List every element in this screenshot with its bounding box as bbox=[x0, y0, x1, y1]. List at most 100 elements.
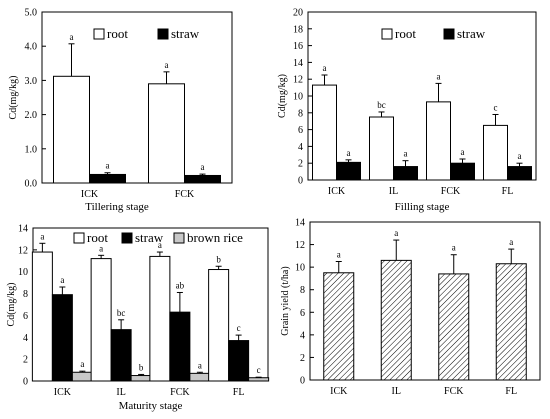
x-tick-label: FCK bbox=[175, 189, 195, 200]
legend-swatch bbox=[121, 232, 133, 244]
bar-straw-fck bbox=[184, 174, 221, 184]
y-tick-label: 14 bbox=[295, 218, 305, 229]
chart-panel-2: 0 2 4 6 8 10 12 14 16 18 20 Cd(mg/kg) ICK a a IL bc a FCK a… bbox=[277, 8, 537, 213]
bar-yield-fl bbox=[495, 263, 527, 381]
legend-swatch bbox=[73, 232, 85, 244]
significance-label: a bbox=[40, 231, 44, 241]
y-axis-label: Cd(mg/kg) bbox=[8, 76, 19, 120]
y-tick-label: 10 bbox=[18, 267, 28, 278]
y-tick-label: 0.0 bbox=[25, 179, 38, 190]
x-tick-label: FCK bbox=[444, 386, 464, 397]
bar-root-fl bbox=[208, 269, 230, 382]
significance-label: a bbox=[201, 162, 205, 172]
bar-root-fl bbox=[483, 124, 508, 181]
significance-label: b bbox=[216, 254, 221, 264]
significance-label: a bbox=[518, 151, 522, 161]
y-tick-label: 16 bbox=[293, 41, 303, 52]
bar-yield-il bbox=[380, 259, 412, 381]
y-tick-label: 4.0 bbox=[25, 42, 38, 53]
x-axis-title: Filling stage bbox=[395, 201, 450, 213]
y-axis-label: Grain yield (t/ha) bbox=[280, 266, 291, 335]
plot-frame bbox=[41, 11, 233, 184]
legend-swatch bbox=[173, 232, 185, 244]
bar-root-fck bbox=[149, 255, 171, 382]
significance-label: a bbox=[99, 243, 103, 253]
chart-panel-4: 0 2 4 6 8 10 12 14 Grain yield (t/ha) ICK a IL a FCK a… bbox=[280, 218, 541, 397]
bar-brown-rice-fck bbox=[189, 372, 211, 382]
significance-label: ab bbox=[176, 280, 185, 290]
y-tick-label: 20 bbox=[293, 8, 303, 19]
bar-straw-il bbox=[393, 166, 418, 181]
significance-label: a bbox=[509, 237, 513, 247]
significance-label: a bbox=[60, 275, 64, 285]
y-tick-label: 8 bbox=[300, 285, 305, 296]
y-tick-label: 0 bbox=[300, 376, 305, 387]
bar-yield-fck bbox=[438, 273, 470, 381]
y-axis-label: Cd(mg/kg) bbox=[277, 74, 288, 118]
x-tick-label: ICK bbox=[330, 386, 348, 397]
significance-label: c bbox=[494, 102, 498, 112]
x-axis-title: Maturity stage bbox=[119, 400, 183, 412]
significance-label: a bbox=[452, 243, 456, 253]
significance-label: bc bbox=[117, 308, 126, 318]
x-tick-label: IL bbox=[389, 186, 398, 197]
x-tick-label: FL bbox=[233, 387, 245, 398]
x-tick-label: IL bbox=[392, 386, 401, 397]
legend-label: root bbox=[107, 26, 128, 41]
legend-swatch bbox=[157, 28, 169, 40]
bar-root-ick bbox=[312, 84, 337, 181]
significance-label: a bbox=[165, 60, 169, 70]
bar-root-ick bbox=[53, 75, 90, 184]
significance-label: a bbox=[347, 148, 351, 158]
y-tick-label: 6 bbox=[298, 125, 303, 136]
bar-brown-rice-fl bbox=[248, 377, 270, 382]
x-tick-label: FL bbox=[505, 386, 517, 397]
y-tick-label: 12 bbox=[293, 75, 303, 86]
chart-panel-3: 02468101214Cd(mg/kg)ICKaaaILabcbFCKaabaF… bbox=[6, 224, 270, 412]
y-tick-label: 18 bbox=[293, 24, 303, 35]
bar-root-ick bbox=[31, 251, 53, 382]
bar-root-fck bbox=[148, 83, 185, 184]
bar-straw-ick bbox=[89, 173, 126, 184]
bar-root-il bbox=[369, 116, 394, 181]
y-tick-label: 6 bbox=[300, 308, 305, 319]
y-tick-label: 6 bbox=[23, 311, 28, 322]
significance-label: c bbox=[257, 365, 261, 375]
y-tick-label: 8 bbox=[298, 108, 303, 119]
x-tick-label: FCK bbox=[441, 186, 461, 197]
y-tick-label: 0 bbox=[23, 377, 28, 388]
bar-straw-ick bbox=[336, 161, 361, 181]
y-tick-label: 14 bbox=[293, 58, 303, 69]
y-tick-label: 4 bbox=[300, 330, 305, 341]
significance-label: a bbox=[323, 63, 327, 73]
legend-label: root bbox=[395, 26, 416, 41]
y-tick-label: 10 bbox=[293, 92, 303, 103]
bar-root-fck bbox=[426, 101, 451, 181]
significance-label: a bbox=[70, 32, 74, 42]
legend-label: straw bbox=[135, 230, 164, 245]
significance-label: c bbox=[237, 323, 241, 333]
significance-label: a bbox=[198, 360, 202, 370]
significance-label: a bbox=[158, 240, 162, 250]
significance-label: a bbox=[461, 147, 465, 157]
legend-swatch bbox=[443, 28, 455, 40]
x-tick-label: ICK bbox=[328, 186, 346, 197]
legend-label: straw bbox=[171, 26, 200, 41]
x-tick-label: ICK bbox=[81, 189, 99, 200]
legend-label: brown rice bbox=[187, 230, 243, 245]
significance-label: bc bbox=[377, 100, 386, 110]
y-tick-label: 8 bbox=[23, 289, 28, 300]
y-tick-label: 4 bbox=[23, 333, 28, 344]
legend-swatch bbox=[93, 28, 105, 40]
bar-straw-il bbox=[110, 329, 132, 382]
significance-label: a bbox=[394, 228, 398, 238]
y-tick-label: 2.0 bbox=[25, 110, 38, 121]
y-tick-label: 1.0 bbox=[25, 144, 38, 155]
significance-label: a bbox=[437, 71, 441, 81]
y-tick-label: 5.0 bbox=[25, 8, 38, 19]
bar-brown-rice-ick bbox=[71, 371, 93, 382]
bar-straw-fck bbox=[169, 311, 191, 382]
y-tick-label: 3.0 bbox=[25, 76, 38, 87]
x-tick-label: FCK bbox=[170, 387, 190, 398]
